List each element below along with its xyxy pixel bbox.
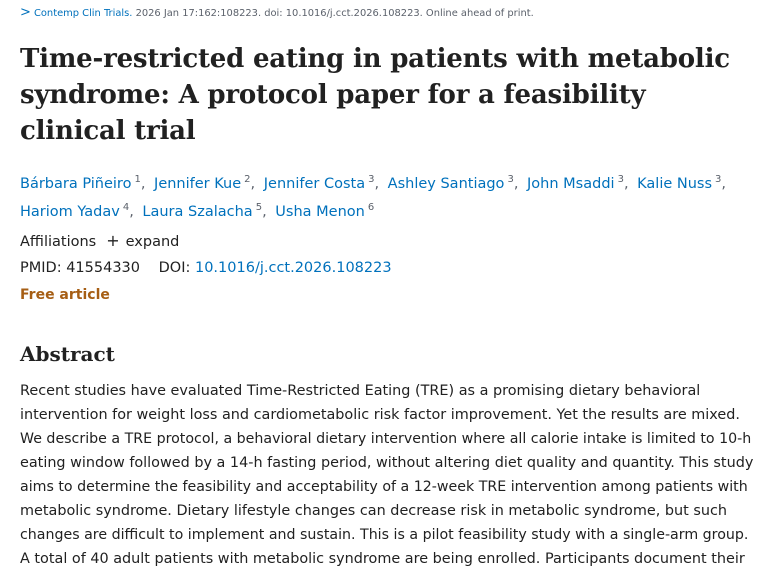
abstract-line: changes are difficult to implement and s… <box>20 527 749 543</box>
abstract-line: eating window followed by a 14-h fasting… <box>20 455 754 471</box>
author-link[interactable]: Laura Szalacha 5 <box>142 202 263 220</box>
affiliation-ref[interactable]: 3 <box>507 174 514 185</box>
author-list: Bárbara Piñeiro 1, Jennifer Kue 2, Jennife… <box>20 174 727 220</box>
affiliation-ref[interactable]: 3 <box>368 174 375 185</box>
abstract-line: Recent studies have evaluated Time-Restr… <box>20 383 701 399</box>
doi-link[interactable]: 10.1016/j.cct.2026.108223 <box>194 260 392 276</box>
doi-label: DOI: <box>158 260 191 276</box>
affiliation-ref[interactable]: 3 <box>617 174 624 185</box>
author-link[interactable]: Jennifer Costa 3 <box>263 174 375 192</box>
citation-details: 2026 Jan 17:162:108223. doi: 10.1016/j.c… <box>135 8 534 19</box>
abstract-line: We describe a TRE protocol, a behavioral… <box>20 431 752 447</box>
abstract-line: intervention for weight loss and cardiom… <box>20 407 740 423</box>
abstract-line: aims to determine the feasibility and ac… <box>20 479 748 495</box>
author-link[interactable]: Kalie Nuss 3 <box>637 174 722 192</box>
author-link[interactable]: Usha Menon 6 <box>275 202 375 220</box>
author-link[interactable]: Hariom Yadav 4 <box>20 202 130 220</box>
affiliation-ref[interactable]: 4 <box>122 202 130 213</box>
abstract-heading: Abstract <box>20 342 115 366</box>
affiliations-row: Affiliations + expand <box>20 231 179 252</box>
abstract-line: metabolic syndrome. Dietary lifestyle ch… <box>20 503 727 519</box>
journal-link[interactable]: Contemp Clin Trials. <box>34 8 133 19</box>
identifiers-row: PMID: 41554330 DOI: 10.1016/j.cct.2026.1… <box>20 258 392 278</box>
plus-icon: + <box>106 231 120 250</box>
affiliation-ref[interactable]: 1 <box>134 174 141 185</box>
author-link[interactable]: Ashley Santiago 3 <box>387 174 514 192</box>
affiliation-ref[interactable]: 6 <box>367 202 375 213</box>
affiliation-ref[interactable]: 5 <box>255 202 263 213</box>
chevron-right-icon[interactable]: > <box>20 5 31 20</box>
expand-affiliations-button[interactable]: + expand <box>106 231 180 250</box>
abstract-line: A total of 40 adult patients with metabo… <box>20 551 745 567</box>
author-link[interactable]: Jennifer Kue 2 <box>154 174 251 192</box>
article-title: Time-restricted eating in patients with … <box>20 44 730 146</box>
free-article-badge: Free article <box>20 287 110 303</box>
affiliations-label: Affiliations <box>20 234 97 250</box>
affiliation-ref[interactable]: 3 <box>715 174 722 185</box>
author-link[interactable]: John Msaddi 3 <box>527 174 624 192</box>
citation-line: > Contemp Clin Trials. 2026 Jan 17:162:10… <box>20 4 755 23</box>
affiliation-ref[interactable]: 2 <box>244 174 251 185</box>
pmid-value: 41554330 <box>66 260 141 276</box>
pmid-label: PMID: <box>20 260 62 276</box>
author-link[interactable]: Bárbara Piñeiro 1 <box>20 174 141 192</box>
